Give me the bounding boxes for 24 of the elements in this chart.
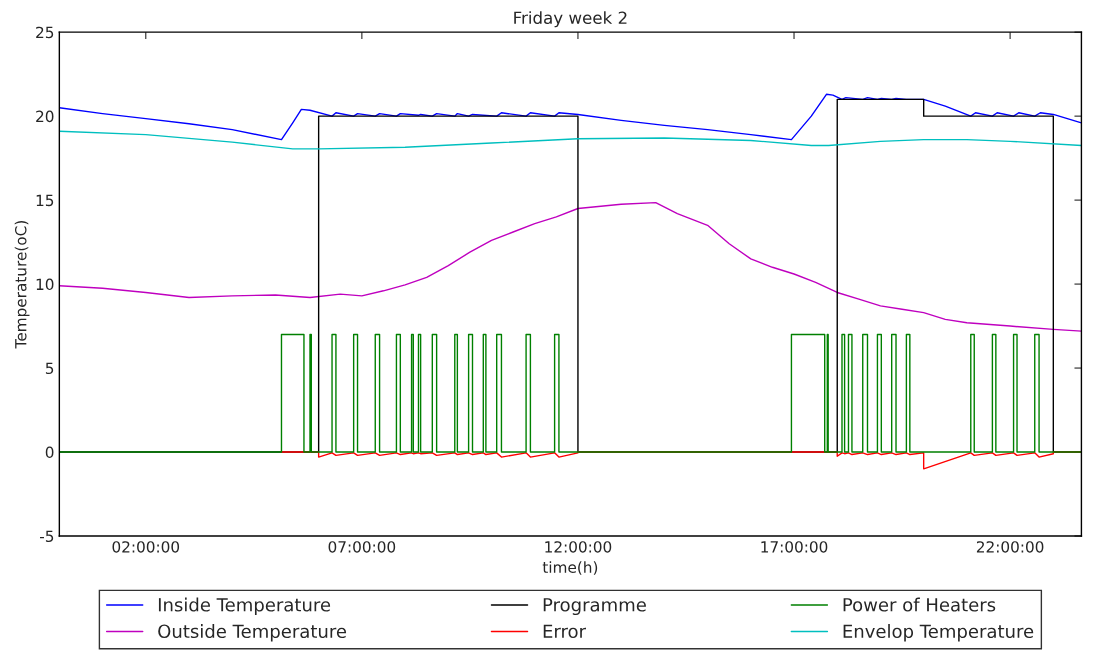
y-tick-label: 20 xyxy=(36,110,54,123)
x-tick-label: 22:00:00 xyxy=(976,541,1044,553)
y-tick-label: 10 xyxy=(36,278,54,291)
legend-label: Programme xyxy=(543,598,646,616)
x-tick-label: 17:00:00 xyxy=(761,541,828,553)
legend-label: Outside Temperature xyxy=(158,624,347,642)
y-tick-label: 5 xyxy=(45,362,54,375)
legend-label: Inside Temperature xyxy=(158,597,331,616)
line-series xyxy=(59,201,1082,332)
x-axis-title: time(h) xyxy=(542,561,598,575)
y-tick-label: 25 xyxy=(36,26,54,39)
legend-label: Power of Heaters xyxy=(843,597,996,612)
y-tick-label: 0 xyxy=(45,446,54,459)
y-axis-title: Temperature(oC) xyxy=(14,221,30,349)
x-tick-label: 12:00:00 xyxy=(545,541,612,553)
legend-label: Envelop Temperature xyxy=(843,624,1034,642)
x-tick-label: 02:00:00 xyxy=(112,541,180,553)
x-tick-label: 07:00:00 xyxy=(328,541,396,553)
line-series xyxy=(59,93,1082,141)
y-tick-label: 15 xyxy=(36,194,54,207)
chart-title: Friday week 2 xyxy=(514,11,627,28)
y-tick-label: -5 xyxy=(40,530,54,543)
legend-label: Error xyxy=(543,624,586,639)
line-series xyxy=(59,130,1082,150)
